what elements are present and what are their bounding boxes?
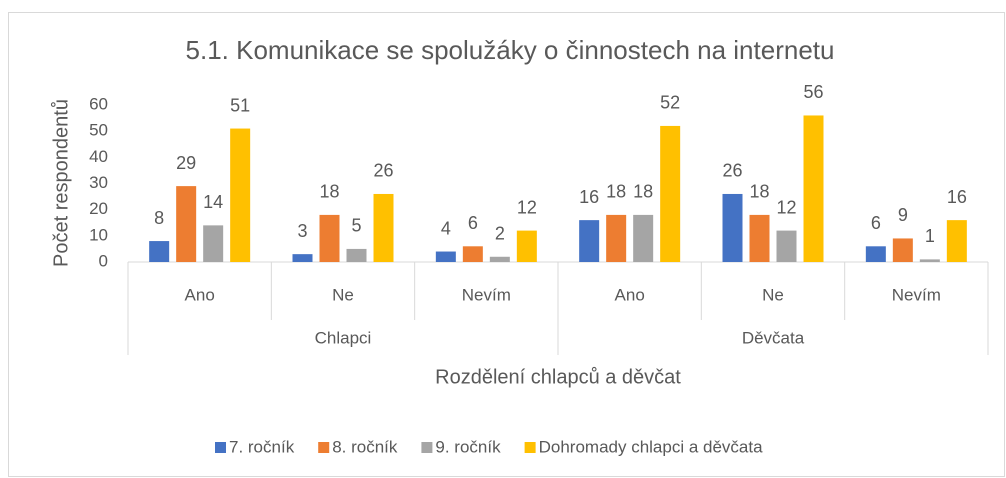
bar <box>606 214 627 262</box>
data-label: 18 <box>633 182 653 202</box>
chart-border <box>8 12 1005 477</box>
bar <box>749 214 770 262</box>
legend-swatch <box>421 442 433 453</box>
data-label: 6 <box>871 213 881 233</box>
x-tick-label: Ano <box>185 285 215 304</box>
group-label: Chlapci <box>315 328 372 347</box>
bar <box>946 220 967 262</box>
bar <box>346 248 367 262</box>
x-tick-label: Nevím <box>462 285 511 304</box>
bar <box>633 214 654 262</box>
legend-swatch <box>318 442 330 453</box>
bar <box>660 125 681 262</box>
legend-label: Dohromady chlapci a děvčata <box>539 437 764 456</box>
data-label: 3 <box>297 221 307 241</box>
bar <box>516 230 537 262</box>
y-tick-label: 10 <box>89 225 108 244</box>
x-tick-label: Ano <box>615 285 645 304</box>
x-tick-label: Ne <box>762 285 784 304</box>
data-label: 18 <box>319 182 339 202</box>
legend-label: 7. ročník <box>229 437 295 456</box>
data-label: 6 <box>468 213 478 233</box>
data-label: 51 <box>230 95 250 115</box>
data-label: 56 <box>803 82 823 102</box>
bar <box>230 128 251 262</box>
bar <box>435 251 456 262</box>
data-label: 14 <box>203 192 223 212</box>
bar <box>803 115 824 262</box>
y-tick-label: 60 <box>89 94 108 113</box>
legend-label: 9. ročník <box>435 437 501 456</box>
bar <box>865 246 886 262</box>
data-label: 12 <box>776 197 796 217</box>
data-label: 52 <box>660 93 680 113</box>
y-tick-label: 20 <box>89 199 108 218</box>
data-label: 16 <box>947 187 967 207</box>
y-tick-label: 30 <box>89 173 108 192</box>
data-label: 18 <box>749 182 769 202</box>
data-label: 18 <box>606 182 626 202</box>
legend-swatch <box>215 442 226 453</box>
x-tick-label: Nevím <box>892 285 941 304</box>
data-label: 29 <box>176 153 196 173</box>
y-tick-label: 50 <box>89 121 108 140</box>
chart-title: 5.1. Komunikace se spolužáky o činnostec… <box>186 35 835 65</box>
bar <box>579 220 600 262</box>
data-label: 16 <box>579 187 599 207</box>
y-axis-title: Počet respondentů <box>50 99 72 267</box>
data-label: 1 <box>925 226 935 246</box>
legend-swatch <box>524 442 536 453</box>
bar <box>776 230 797 262</box>
x-tick-label: Ne <box>332 285 354 304</box>
legend-label: 8. ročník <box>332 437 398 456</box>
bar <box>319 214 340 262</box>
bar <box>149 241 170 262</box>
x-axis-title: Rozdělení chlapců a děvčat <box>435 366 681 388</box>
data-label: 26 <box>722 161 742 181</box>
data-label: 5 <box>351 216 361 236</box>
bar <box>489 256 510 262</box>
bar <box>462 246 483 262</box>
data-label: 26 <box>373 161 393 181</box>
bar <box>722 193 743 262</box>
bar <box>919 259 940 262</box>
group-label: Děvčata <box>742 328 805 347</box>
data-label: 2 <box>495 224 505 244</box>
bar <box>176 186 197 262</box>
bar <box>292 254 313 262</box>
y-tick-label: 40 <box>89 147 108 166</box>
bar <box>892 238 913 262</box>
data-label: 8 <box>154 208 164 228</box>
data-label: 12 <box>517 197 537 217</box>
data-label: 4 <box>441 218 451 238</box>
bar <box>373 193 394 262</box>
bar <box>203 225 224 262</box>
data-label: 9 <box>898 205 908 225</box>
y-tick-label: 0 <box>99 251 108 270</box>
